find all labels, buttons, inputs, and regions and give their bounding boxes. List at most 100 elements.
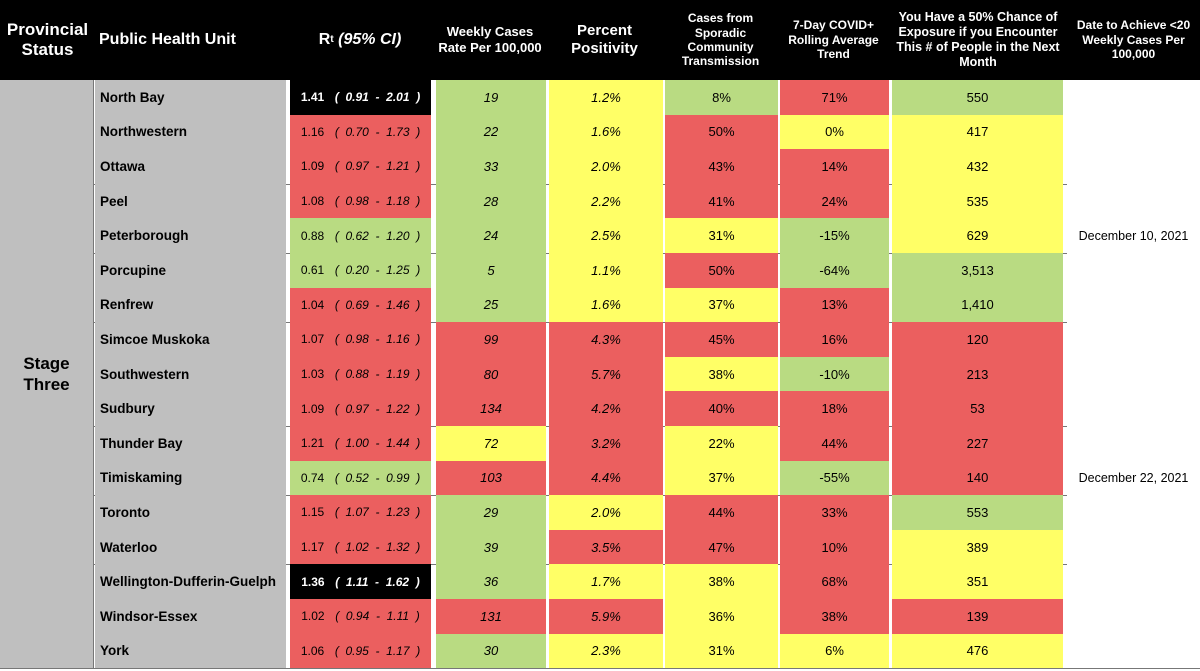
- cell-value: 227: [966, 435, 989, 451]
- date-to-achieve-cell: [1067, 529, 1200, 565]
- rt-ci-value: ( 0.98 - 1.16 ): [334, 332, 421, 347]
- cell-value: Peel: [100, 193, 128, 209]
- cell-value: 29: [483, 504, 499, 520]
- cell-value: 53: [970, 401, 985, 417]
- cell-value: 3.5%: [591, 539, 621, 555]
- cell-value: 5.9%: [591, 608, 621, 624]
- health-unit-name: Peel: [95, 183, 286, 219]
- cell-value: 18%: [821, 401, 848, 417]
- cell-value: 41%: [708, 193, 735, 209]
- cell-value: 36: [483, 574, 499, 590]
- rt-value: 1.41: [300, 90, 325, 105]
- weekly-cases-cell: 33: [436, 149, 546, 184]
- cell-value: 14%: [821, 158, 848, 174]
- cell-value: York: [100, 643, 130, 659]
- provincial-status-stage: Stage Three: [0, 80, 93, 668]
- exposure-cell: 227: [892, 426, 1063, 461]
- rt-ci-value: ( 0.88 - 1.19 ): [334, 367, 421, 382]
- cell-value: 71%: [821, 89, 848, 105]
- sporadic-transmission-cell: 47%: [665, 529, 778, 565]
- rolling-trend-cell: 13%: [780, 287, 889, 323]
- header-exposure-chance: You Have a 50% Chance of Exposure if you…: [889, 0, 1067, 80]
- rolling-trend-cell: 16%: [780, 322, 889, 357]
- rt-cell: 1.17 ( 1.02 - 1.32 ): [290, 529, 431, 565]
- date-to-achieve-cell: [1067, 322, 1200, 357]
- percent-positivity-cell: 3.2%: [549, 426, 663, 461]
- date-to-achieve-cell: [1067, 183, 1200, 219]
- date-to-achieve-cell: [1067, 391, 1200, 426]
- weekly-cases-cell: 25: [436, 287, 546, 323]
- health-unit-name: Peterborough: [95, 218, 286, 253]
- rolling-trend-cell: -55%: [780, 460, 889, 496]
- cell-value: Northwestern: [100, 124, 188, 140]
- rt-ci-value: ( 1.02 - 1.32 ): [334, 540, 421, 555]
- date-to-achieve-cell: [1067, 114, 1200, 150]
- cell-value: 24: [483, 228, 499, 244]
- rt-value: 1.16: [300, 124, 325, 139]
- percent-positivity-cell: 5.9%: [549, 599, 663, 634]
- cell-value: 80: [483, 366, 499, 382]
- rt-value: 1.21: [300, 436, 325, 451]
- rt-value: 1.08: [300, 194, 325, 209]
- cell-value: 4.3%: [591, 331, 621, 347]
- rolling-trend-cell: 0%: [780, 114, 889, 150]
- health-unit-name: Toronto: [95, 495, 286, 530]
- rt-ci-value: ( 0.70 - 1.73 ): [334, 124, 421, 139]
- cell-value: Sudbury: [100, 401, 155, 417]
- rt-value: 1.04: [300, 297, 325, 312]
- cell-value: 33%: [821, 504, 848, 520]
- cell-value: 38%: [708, 366, 735, 382]
- health-unit-name: Wellington-Dufferin-Guelph: [95, 564, 286, 599]
- cell-value: 16%: [821, 331, 848, 347]
- sporadic-transmission-cell: 50%: [665, 253, 778, 288]
- cell-value: 2.0%: [591, 158, 621, 174]
- percent-positivity-cell: 4.4%: [549, 460, 663, 496]
- weekly-cases-cell: 22: [436, 114, 546, 150]
- health-unit-name: Timiskaming: [95, 460, 286, 496]
- rt-ci-value: ( 0.97 - 1.21 ): [334, 159, 421, 174]
- exposure-cell: 139: [892, 599, 1063, 634]
- percent-positivity-cell: 1.1%: [549, 253, 663, 288]
- cell-value: 72: [483, 435, 499, 451]
- percent-positivity-cell: 3.5%: [549, 529, 663, 565]
- percent-positivity-cell: 4.2%: [549, 391, 663, 426]
- date-to-achieve-cell: [1067, 599, 1200, 634]
- exposure-cell: 417: [892, 114, 1063, 150]
- header-percent-positivity: Percent Positivity: [546, 0, 663, 80]
- exposure-cell: 3,513: [892, 253, 1063, 288]
- rolling-trend-cell: -15%: [780, 218, 889, 253]
- cell-value: 68%: [821, 574, 848, 590]
- cell-value: Toronto: [100, 504, 150, 520]
- rt-value: 1.09: [300, 159, 325, 174]
- header-rolling-average-trend: 7-Day COVID+ Rolling Average Trend: [778, 0, 889, 80]
- header-weekly-cases: Weekly Cases Rate Per 100,000: [434, 0, 546, 80]
- percent-positivity-cell: 1.2%: [549, 80, 663, 115]
- rolling-trend-cell: 6%: [780, 633, 889, 669]
- exposure-cell: 53: [892, 391, 1063, 426]
- cell-value: 13%: [821, 297, 848, 313]
- rt-cell: 1.02 ( 0.94 - 1.11 ): [290, 599, 431, 634]
- cell-value: 37%: [708, 470, 735, 486]
- cell-value: 5.7%: [591, 366, 621, 382]
- rolling-trend-cell: -10%: [780, 356, 889, 392]
- cell-value: -64%: [819, 262, 850, 278]
- rolling-trend-cell: 71%: [780, 80, 889, 115]
- cell-value: 33: [483, 158, 499, 174]
- rt-cell: 0.61 ( 0.20 - 1.25 ): [290, 253, 431, 288]
- rolling-trend-cell: -64%: [780, 253, 889, 288]
- percent-positivity-cell: 2.3%: [549, 633, 663, 669]
- weekly-cases-cell: 80: [436, 356, 546, 392]
- rt-ci-value: ( 0.20 - 1.25 ): [334, 263, 421, 278]
- weekly-cases-cell: 99: [436, 322, 546, 357]
- weekly-cases-cell: 5: [436, 253, 546, 288]
- sporadic-transmission-cell: 38%: [665, 356, 778, 392]
- cell-value: Thunder Bay: [100, 435, 183, 451]
- cell-value: 131: [480, 608, 502, 624]
- cell-value: 44%: [708, 504, 735, 520]
- rt-cell: 1.03 ( 0.88 - 1.19 ): [290, 356, 431, 392]
- percent-positivity-cell: 2.5%: [549, 218, 663, 253]
- percent-positivity-cell: 2.0%: [549, 495, 663, 530]
- date-to-achieve-cell: [1067, 426, 1200, 461]
- date-to-achieve-cell: [1067, 495, 1200, 530]
- cell-value: 1.1%: [591, 262, 621, 278]
